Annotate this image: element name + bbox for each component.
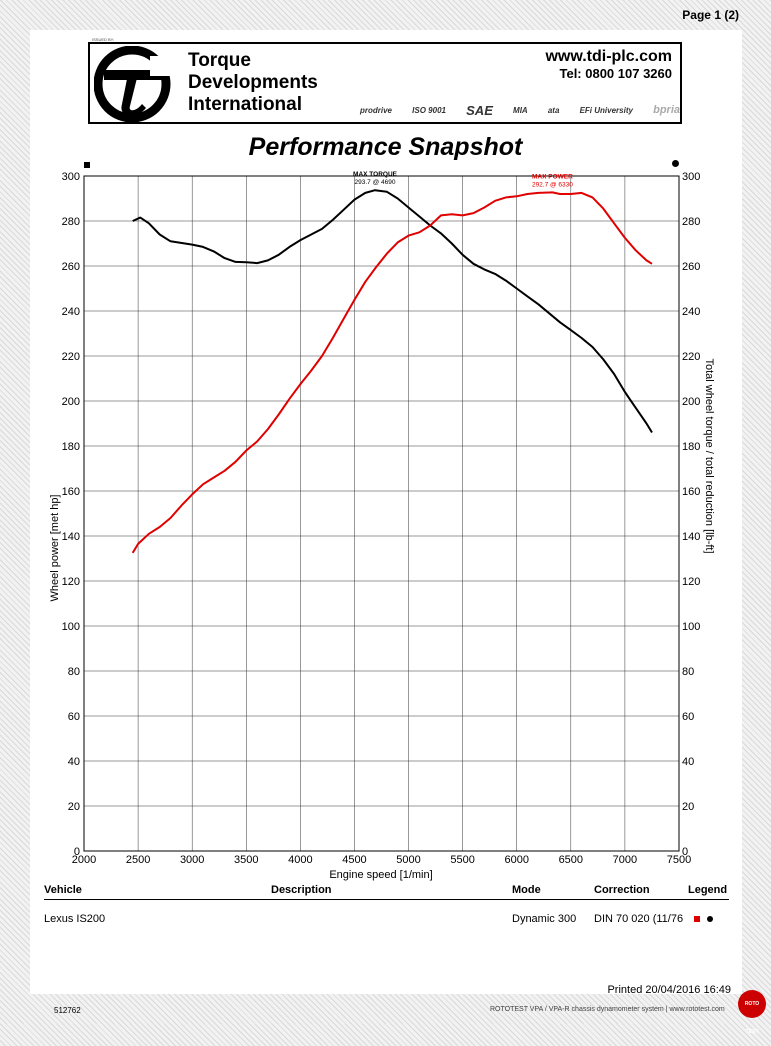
x-tick-label: 4000 [288, 854, 312, 866]
y-right-tick-label: 120 [682, 576, 700, 588]
y-right-tick-label: 220 [682, 351, 700, 363]
system-footer: ROTOTEST VPA / VPA-R chassis dynamometer… [490, 1006, 725, 1013]
cell-mode: Dynamic 300 [512, 913, 577, 925]
page-number: Page 1 (2) [682, 8, 739, 22]
y-left-tick-label: 300 [62, 171, 80, 183]
page-title: Performance Snapshot [248, 133, 523, 161]
header-vehicle: Vehicle [44, 884, 82, 896]
table-divider [44, 899, 729, 900]
y-right-tick-label: 240 [682, 306, 700, 318]
mia-logo: MIA [513, 105, 528, 115]
y-right-tick-label: 160 [682, 486, 700, 498]
max-power-value: 292.7 @ 6330 [532, 181, 573, 188]
x-tick-label: 5000 [396, 854, 420, 866]
printed-timestamp: Printed 20/04/2016 16:49 [607, 984, 731, 996]
y-left-tick-label: 140 [62, 531, 80, 543]
x-tick-label: 7000 [613, 854, 637, 866]
y-right-tick-label: 20 [682, 801, 694, 813]
accreditation-logos: prodrive ISO 9001 SAE MIA ata EFi Univer… [360, 100, 680, 120]
dyno-chart: 2000 2500 3000 3500 4000 4500 5000 5500 6000 6500… [49, 171, 715, 881]
x-tick-label: 6500 [559, 854, 583, 866]
max-torque-label: MAX TORQUE [353, 171, 398, 178]
y-right-tick-label: 180 [682, 441, 700, 453]
y-left-tick-label: 20 [68, 801, 80, 813]
y-left-tick-label: 280 [62, 216, 80, 228]
bpria-logo: bpria [653, 104, 680, 116]
prodrive-logo: prodrive [360, 105, 393, 115]
torque-axis-marker [672, 160, 679, 167]
y-left-tick-label: 200 [62, 396, 80, 408]
letterhead: ISSUED BY: Torque Developments Internati… [88, 37, 682, 124]
x-tick-label: 7500 [667, 854, 691, 866]
y-left-tick-label: 120 [62, 576, 80, 588]
y-axis-left-label: Wheel power [met hp] [49, 495, 61, 602]
x-tick-label: 2000 [72, 854, 96, 866]
company-line: Torque [188, 50, 251, 71]
x-tick-label: 4500 [342, 854, 366, 866]
y-left-tick-label: 100 [62, 621, 80, 633]
rototest-logo: ROTO TEST [738, 990, 766, 1035]
x-axis-label: Engine speed [1/min] [329, 869, 432, 881]
contact-info: www.tdi-plc.com Tel: 0800 107 3260 [545, 48, 672, 81]
y-left-tick-label: 160 [62, 486, 80, 498]
header-mode: Mode [512, 884, 541, 896]
y-right-tick-label: 260 [682, 261, 700, 273]
y-right-tick-label: 280 [682, 216, 700, 228]
power-curve [131, 191, 653, 554]
torque-legend-icon [707, 916, 714, 923]
issued-by-label: ISSUED BY: [92, 37, 115, 42]
axis-ticks: 2000 2500 3000 3500 4000 4500 5000 5500 6000 6500… [62, 171, 701, 866]
y-right-tick-label: 40 [682, 756, 694, 768]
y-right-tick-label: 0 [682, 846, 688, 858]
company-line: International [188, 94, 303, 115]
ata-logo: ata [547, 105, 560, 115]
chart-series [131, 189, 653, 554]
cell-legend [690, 913, 714, 925]
company-name: Torque Developments International [188, 50, 318, 116]
x-tick-label: 6000 [504, 854, 528, 866]
y-right-tick-label: 60 [682, 711, 694, 723]
y-left-tick-label: 260 [62, 261, 80, 273]
y-left-tick-label: 0 [74, 846, 80, 858]
x-tick-label: 3000 [180, 854, 204, 866]
sae-logo: SAE [466, 102, 493, 118]
y-left-tick-label: 240 [62, 306, 80, 318]
iso-logo: ISO 9001 [412, 105, 446, 115]
cell-vehicle: Lexus IS200 [44, 913, 106, 925]
company-line: Developments [188, 72, 318, 93]
tdi-logo-icon [94, 46, 171, 122]
x-tick-label: 5500 [450, 854, 474, 866]
y-left-tick-label: 60 [68, 711, 80, 723]
torque-curve [132, 189, 653, 434]
y-left-tick-label: 80 [68, 666, 80, 678]
header-description: Description [271, 884, 332, 896]
y-right-tick-label: 80 [682, 666, 694, 678]
y-right-tick-label: 300 [682, 171, 700, 183]
y-right-tick-label: 100 [682, 621, 700, 633]
header-legend: Legend [688, 884, 728, 896]
phone: Tel: 0800 107 3260 [559, 66, 672, 81]
cell-correction: DIN 70 020 (11/76 [594, 913, 684, 925]
y-left-tick-label: 180 [62, 441, 80, 453]
efi-logo: EFi University [579, 105, 633, 115]
y-left-tick-label: 220 [62, 351, 80, 363]
y-right-tick-label: 200 [682, 396, 700, 408]
y-right-tick-label: 140 [682, 531, 700, 543]
y-axis-right-label: Total wheel torque / total reduction [lb… [703, 358, 715, 553]
report-sheet [30, 30, 742, 994]
max-torque-value: 293.7 @ 4690 [355, 179, 396, 186]
y-left-tick-label: 40 [68, 756, 80, 768]
header-correction: Correction [594, 884, 650, 896]
plot-frame [83, 175, 680, 852]
document-id: 512762 [54, 1006, 81, 1015]
x-tick-label: 2500 [126, 854, 150, 866]
power-axis-marker [84, 162, 90, 168]
power-legend-icon [694, 916, 700, 923]
max-power-label: MAX POWER [532, 173, 573, 180]
x-tick-label: 3500 [234, 854, 258, 866]
website: www.tdi-plc.com [545, 48, 672, 65]
